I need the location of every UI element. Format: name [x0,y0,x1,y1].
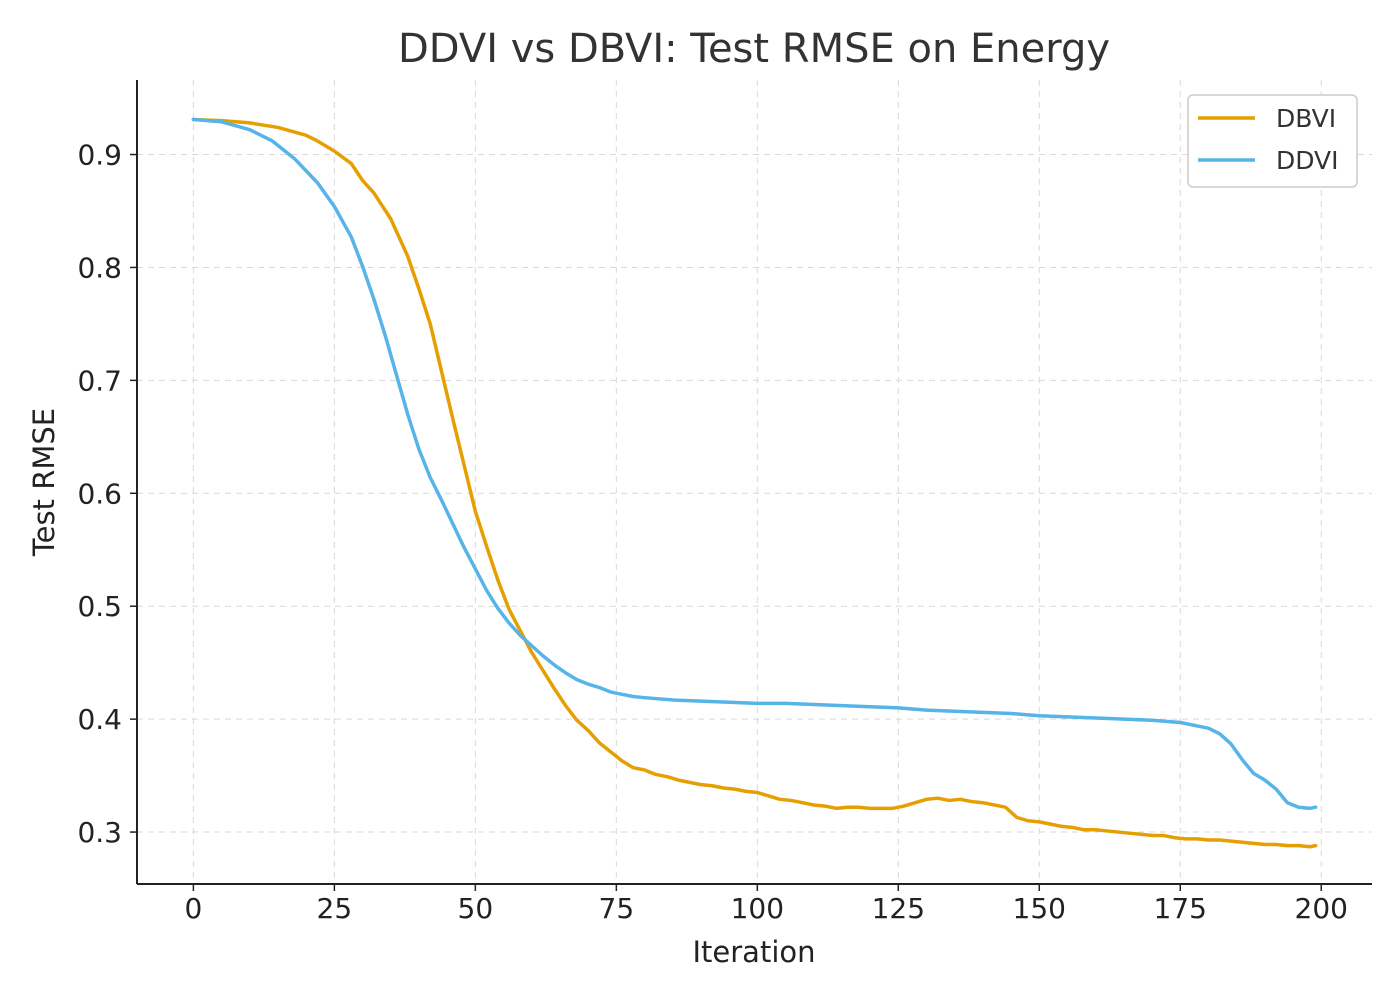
y-tick-label: 0.9 [77,139,122,172]
chart-title: DDVI vs DBVI: Test RMSE on Energy [398,26,1110,72]
x-tick-label: 0 [184,892,202,925]
x-tick-label: 25 [317,892,353,925]
x-tick-label: 50 [458,892,494,925]
legend-label-dbvi: DBVI [1276,104,1336,133]
y-ticks: 0.3 0.4 0.5 0.6 0.7 0.8 0.9 [77,139,137,849]
y-tick-label: 0.5 [77,590,122,623]
y-tick-label: 0.7 [77,364,122,397]
x-tick-label: 200 [1295,892,1348,925]
x-ticks: 0 25 50 75 100 125 150 175 200 [184,884,1348,925]
legend-label-ddvi: DDVI [1276,146,1339,175]
x-tick-label: 150 [1013,892,1066,925]
x-tick-label: 125 [872,892,925,925]
x-tick-label: 175 [1154,892,1207,925]
series-line-dbvi [191,117,1318,849]
legend: DBVI DDVI [1187,94,1358,188]
x-tick-label: 75 [599,892,635,925]
series-line-ddvi [191,117,1318,811]
y-tick-label: 0.3 [77,816,122,849]
x-tick-label: 100 [731,892,784,925]
y-tick-label: 0.4 [77,703,122,736]
series-layer [191,117,1318,849]
y-tick-label: 0.6 [77,477,122,510]
y-axis-title: Test RMSE [27,408,61,557]
y-tick-label: 0.8 [77,251,122,284]
grid [137,80,1372,884]
x-axis-title: Iteration [692,935,815,969]
